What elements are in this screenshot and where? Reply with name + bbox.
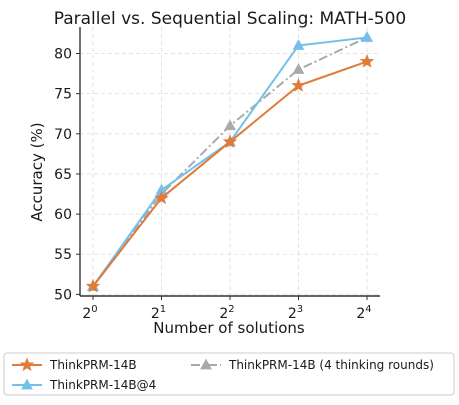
x-tick-exponent: 2	[228, 304, 234, 315]
legend-label: ThinkPRM-14B	[49, 358, 137, 372]
y-tick-label: 80	[54, 46, 72, 62]
grid	[80, 27, 380, 296]
data-point-thinkprm-14b	[359, 53, 375, 68]
chart-title: Parallel vs. Sequential Scaling: MATH-50…	[54, 9, 406, 29]
legend-marker	[200, 358, 212, 370]
legend-label: ThinkPRM-14B (4 thinking rounds)	[228, 358, 434, 372]
data-point-thinkprm-14b	[154, 190, 169, 205]
legend-marker	[19, 357, 35, 372]
x-tick-exponent: 3	[297, 304, 303, 315]
y-tick-label: 55	[54, 247, 72, 263]
x-tick-label: 24	[356, 304, 371, 322]
x-axis-label: Number of solutions	[153, 319, 305, 337]
legend-frame	[3, 352, 455, 396]
legend-marker	[21, 378, 33, 390]
y-tick-label: 75	[54, 87, 72, 103]
y-axis-label: Accuracy (%)	[28, 122, 46, 221]
x-tick-exponent: 1	[160, 304, 166, 315]
data-point-thinkprm-14b-4	[292, 39, 305, 50]
y-tick-label: 60	[54, 207, 72, 223]
x-tick-exponent: 4	[365, 304, 371, 315]
y-tick-label: 50	[54, 287, 72, 303]
data-point-thinkprm-14b-4	[361, 31, 373, 42]
data-point-thinkprm-14b-4-thinking-rounds	[224, 119, 236, 131]
data-point-thinkprm-14b	[222, 134, 238, 148]
x-tick-exponent: 0	[91, 304, 97, 315]
data-point-thinkprm-14b	[291, 78, 306, 92]
data-point-thinkprm-14b-4-thinking-rounds	[292, 63, 305, 74]
y-tick-label: 65	[54, 167, 72, 183]
series-layer	[85, 31, 375, 293]
legend-label: ThinkPRM-14B@4	[49, 378, 156, 392]
y-tick-label: 70	[54, 127, 72, 143]
x-tick-label: 20	[82, 304, 97, 322]
data-point-thinkprm-14b	[85, 278, 101, 293]
legend: ThinkPRM-14B ThinkPRM-14B@4 ThinkPRM-14B (…	[3, 352, 455, 396]
